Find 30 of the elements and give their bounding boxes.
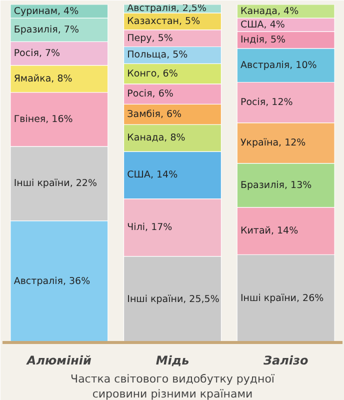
- x-tick-label: Залізо: [263, 354, 308, 368]
- data-label: Австралія, 36%: [14, 276, 90, 288]
- data-label: Чілі, 17%: [127, 222, 172, 234]
- data-label: Росія, 6%: [127, 88, 174, 100]
- data-label: Інші країни, 26%: [240, 293, 324, 304]
- data-label: Ямайка, 8%: [14, 73, 72, 84]
- data-label: Суринам, 4%: [14, 6, 79, 17]
- x-tick-label: Алюміній: [26, 354, 92, 368]
- data-label: Австралія, 10%: [240, 60, 317, 71]
- data-label: Росія, 7%: [14, 48, 60, 60]
- x-tick-label: Мідь: [156, 354, 190, 368]
- data-label: Інші країни, 25,5%: [127, 294, 220, 305]
- data-label: Польща, 5%: [127, 50, 188, 61]
- data-label: Росія, 12%: [240, 97, 293, 108]
- data-label: Бразилія, 7%: [14, 24, 79, 36]
- data-label: Україна, 12%: [240, 138, 306, 149]
- data-label: Китай, 14%: [240, 225, 298, 236]
- text: Частка світового видобутку рудної сировини різними країнами: [70, 372, 276, 400]
- data-label: США, 14%: [127, 170, 178, 181]
- data-label: Перу, 5%: [127, 32, 173, 44]
- data-label: Казахстан, 5%: [127, 16, 200, 27]
- data-label: Замбія, 6%: [127, 108, 182, 120]
- data-label: Конго, 6%: [127, 68, 178, 80]
- data-label: Бразилія, 13%: [240, 180, 312, 191]
- data-label: Канада, 8%: [127, 132, 186, 144]
- data-label: Індія, 5%: [240, 34, 286, 46]
- data-label: США, 4%: [240, 19, 285, 30]
- data-label: Канада, 4%: [240, 6, 299, 17]
- data-label: Інші країни, 22%: [14, 178, 97, 190]
- data-label: Гвінея, 16%: [14, 114, 73, 125]
